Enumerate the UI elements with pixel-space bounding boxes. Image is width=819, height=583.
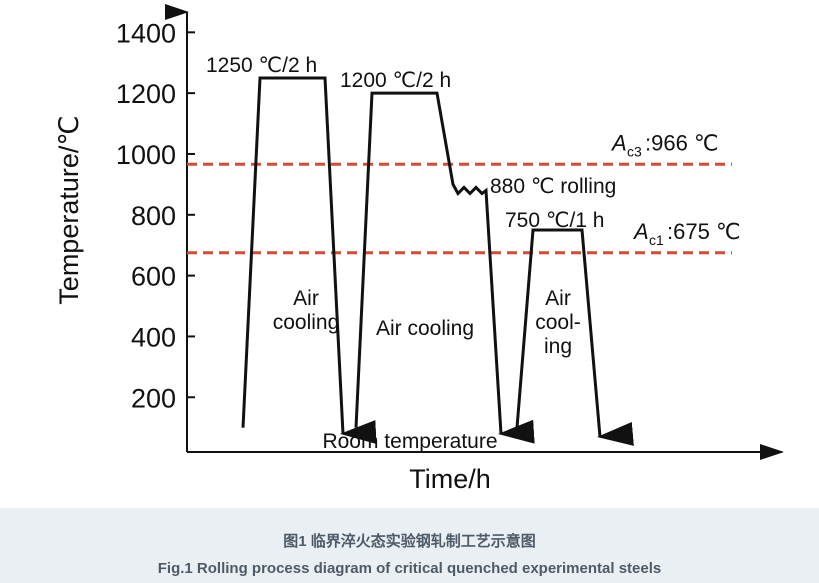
reference-sub: c3 bbox=[627, 143, 642, 159]
annotation: 1200 ℃/2 h bbox=[340, 69, 451, 92]
annotation: Room temperature bbox=[322, 430, 497, 453]
y-tick-label: 200 bbox=[131, 383, 176, 413]
reference-symbol: A bbox=[632, 219, 649, 244]
temperature-profile bbox=[515, 228, 634, 446]
reference-label: :966 ℃ bbox=[645, 130, 719, 155]
y-tick-label: 800 bbox=[131, 201, 176, 231]
chart: Temperature/℃ Time/h 200 400 600 800 1000 120… bbox=[54, 4, 784, 494]
annotation: Air bbox=[545, 287, 571, 310]
temperature-profile bbox=[354, 91, 535, 444]
temperature-profile bbox=[241, 76, 377, 445]
annotation: Air bbox=[293, 287, 319, 310]
y-tick-label: 600 bbox=[131, 262, 176, 292]
caption-en: Fig.1 Rolling process diagram of critica… bbox=[157, 560, 662, 577]
reference-label: :675 ℃ bbox=[667, 219, 741, 244]
caption-zh: 图1 临界淬火态实验钢轧制工艺示意图 bbox=[283, 533, 536, 550]
caption: 图1 临界淬火态实验钢轧制工艺示意图 Fig.1 Rolling process… bbox=[0, 508, 819, 583]
annotation: cooling bbox=[273, 311, 340, 334]
annotation: 880 ℃ rolling bbox=[490, 175, 616, 198]
x-axis-label: Time/h bbox=[409, 464, 491, 494]
y-tick-label: 400 bbox=[131, 322, 176, 352]
reference-symbol: A bbox=[610, 130, 627, 155]
annotation: 1250 ℃/2 h bbox=[206, 54, 317, 77]
y-tick-label: 1400 bbox=[116, 18, 176, 48]
y-tick-label: 1200 bbox=[116, 79, 176, 109]
annotation: cool- bbox=[535, 311, 581, 334]
annotation: Air cooling bbox=[376, 317, 474, 340]
y-tick-label: 1000 bbox=[116, 140, 176, 170]
annotation: ing bbox=[544, 335, 572, 358]
annotation: 750 ℃/1 h bbox=[505, 209, 604, 232]
reference-sub: c1 bbox=[649, 232, 664, 248]
y-axis-label: Temperature/℃ bbox=[54, 115, 84, 304]
